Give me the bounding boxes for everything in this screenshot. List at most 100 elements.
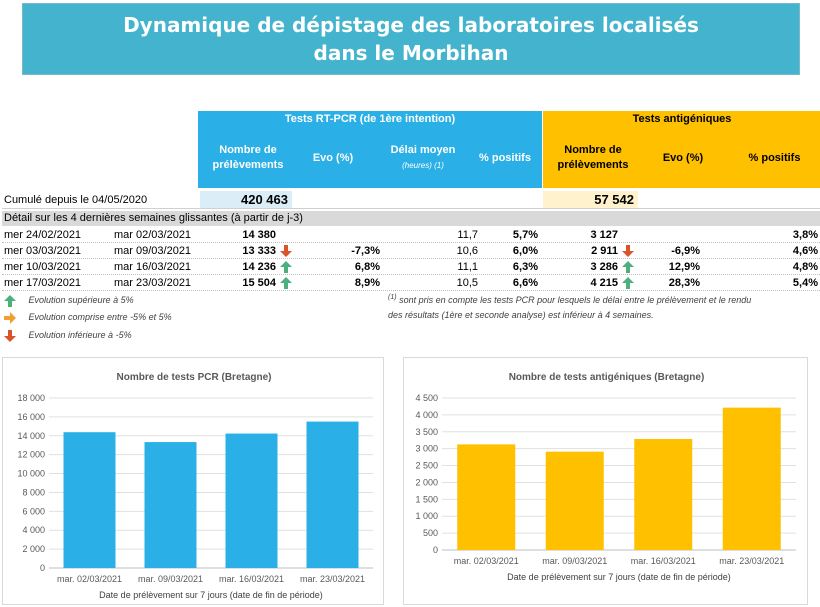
row-delai: 11,1 — [457, 261, 478, 273]
arrow-up-icon — [622, 261, 634, 273]
bar — [722, 407, 781, 550]
y-tick-label: 1 000 — [415, 511, 438, 521]
pcr-col-delai-label: Délai moyen — [390, 144, 456, 156]
y-tick-label: 12 000 — [17, 450, 45, 460]
row-start-date: mer 03/03/2021 — [4, 245, 82, 257]
row-delai: 10,6 — [456, 245, 478, 257]
row-end-date: mar 09/03/2021 — [114, 245, 192, 257]
y-tick-label: 2 000 — [22, 544, 45, 554]
ag-col-pos: % positifs — [748, 151, 801, 164]
row-pcr-evo: 6,8% — [354, 261, 380, 273]
ag-col-evo: Evo (%) — [662, 151, 704, 164]
row-pcr-pos: 6,3% — [512, 261, 538, 273]
cumul-pcr: 420 463 — [200, 191, 292, 208]
table-row: mer 17/03/2021 mar 23/03/2021 15 504 8,9% 10… — [2, 275, 820, 291]
y-tick-label: 14 000 — [17, 431, 45, 441]
chart-title: Nombre de tests PCR (Bretagne) — [116, 372, 271, 383]
ag-chart: Nombre de tests antigéniques (Bretagne) 0… — [403, 357, 808, 605]
pcr-col-evo: Evo (%) — [312, 151, 354, 164]
row-end-date: mar 02/03/2021 — [114, 229, 192, 241]
row-ag-count: 3 286 — [590, 261, 618, 273]
arrow-down-icon — [4, 329, 16, 342]
bar — [144, 442, 197, 568]
row-end-date: mar 16/03/2021 — [114, 261, 192, 273]
y-tick-label: 4 500 — [415, 393, 438, 403]
title-line-1: Dynamique de dépistage des laboratoires … — [123, 13, 699, 37]
y-tick-label: 3 500 — [415, 427, 438, 437]
arrow-down-icon — [280, 245, 292, 257]
x-axis-label: Date de prélèvement sur 7 jours (date de… — [99, 590, 323, 600]
table-row: mer 24/02/2021 mar 02/03/2021 14 380 11,7 5,… — [2, 227, 820, 243]
cumul-label: Cumulé depuis le 04/05/2020 — [4, 194, 148, 206]
row-ag-evo: -6,9% — [671, 245, 700, 257]
row-pcr-evo: 8,9% — [354, 277, 380, 289]
y-tick-label: 4 000 — [415, 410, 438, 420]
y-tick-label: 4 000 — [22, 525, 45, 535]
pcr-subheader: Nombre de prélèvements Evo (%) Délai moy… — [198, 128, 542, 188]
footnote: (1) sont pris en compte les tests PCR po… — [388, 290, 813, 323]
title-line-2: dans le Morbihan — [313, 41, 509, 65]
arrow-up-icon — [622, 277, 634, 289]
row-ag-count: 4 215 — [590, 277, 618, 289]
row-pcr-evo: -7,3% — [351, 245, 380, 257]
bar — [225, 433, 278, 568]
row-start-date: mer 24/02/2021 — [4, 229, 82, 241]
row-pcr-evo — [302, 227, 380, 242]
row-ag-count: 3 127 — [590, 229, 618, 241]
row-pcr-pos: 5,7% — [512, 229, 538, 241]
arrow-right-icon — [4, 311, 16, 324]
y-tick-label: 8 000 — [22, 487, 45, 497]
legend-flat: Evolution comprise entre -5% et 5% — [4, 310, 172, 324]
pcr-col-pos: % positifs — [479, 151, 531, 164]
legend-down-label: Evolution inférieure à -5% — [28, 330, 132, 340]
row-pcr-pos: 6,0% — [512, 245, 538, 257]
row-ag-pos: 4,6% — [792, 245, 818, 257]
row-ag-pos: 5,4% — [792, 277, 818, 289]
x-axis-label: Date de prélèvement sur 7 jours (date de… — [507, 572, 731, 582]
row-delai: 11,7 — [457, 229, 478, 241]
x-tick-label: mar. 02/03/2021 — [57, 574, 122, 584]
row-delai: 10,5 — [456, 277, 478, 289]
x-tick-label: mar. 23/03/2021 — [719, 556, 784, 566]
legend-up-label: Evolution supérieure à 5% — [28, 295, 134, 305]
row-ag-evo: 28,3% — [668, 277, 700, 289]
pcr-chart: Nombre de tests PCR (Bretagne) 0 2 000 4 00… — [2, 357, 384, 605]
pcr-col-delai-sup: (1) — [434, 161, 444, 170]
pcr-col-delai-unit: (heures) — [402, 161, 432, 170]
legend-down: Evolution inférieure à -5% — [4, 328, 132, 342]
bar — [63, 432, 116, 568]
row-end-date: mar 23/03/2021 — [114, 277, 192, 289]
y-tick-label: 6 000 — [22, 506, 45, 516]
row-start-date: mer 17/03/2021 — [4, 277, 82, 289]
row-pcr-count: 13 333 — [242, 245, 276, 257]
ag-col-nombre: Nombre de prélèvements — [557, 144, 629, 171]
y-tick-label: 2 000 — [415, 477, 438, 487]
detail-row: Détail sur les 4 dernières semaines glis… — [2, 211, 820, 226]
cumul-ag: 57 542 — [543, 191, 638, 208]
arrow-up-icon — [4, 294, 16, 307]
footnote-sup: (1) — [388, 294, 397, 301]
ag-header: Tests antigéniques — [543, 111, 820, 128]
y-tick-label: 0 — [40, 563, 45, 573]
detail-label: Détail sur les 4 dernières semaines glis… — [4, 212, 303, 224]
footnote-line-2: des résultats (1ère et seconde analyse) … — [388, 310, 654, 320]
x-tick-label: mar. 16/03/2021 — [219, 574, 284, 584]
ag-subheader: Nombre de prélèvements Evo (%) % positif… — [543, 128, 820, 188]
bar — [545, 451, 604, 550]
row-ag-evo — [632, 227, 700, 242]
table-row: mer 03/03/2021 mar 09/03/2021 13 333 -7,3% 1… — [2, 243, 820, 259]
row-ag-pos: 3,8% — [792, 229, 818, 241]
y-tick-label: 0 — [433, 545, 438, 555]
ag-chart-svg: Nombre de tests antigéniques (Bretagne) 0… — [415, 372, 796, 582]
x-tick-label: mar. 09/03/2021 — [138, 574, 203, 584]
pcr-col-delai: Délai moyen (heures) (1) — [373, 128, 473, 188]
x-tick-label: mar. 09/03/2021 — [542, 556, 607, 566]
title-banner: Dynamique de dépistage des laboratoires … — [22, 3, 800, 75]
arrow-up-icon — [280, 277, 292, 289]
arrow-down-icon — [622, 245, 634, 257]
row-pcr-count: 14 380 — [242, 229, 276, 241]
cumul-row: Cumulé depuis le 04/05/2020 420 463 57 5… — [2, 191, 820, 209]
legend-flat-label: Evolution comprise entre -5% et 5% — [28, 312, 172, 322]
bar — [634, 439, 693, 550]
row-ag-evo: 12,9% — [668, 261, 700, 273]
